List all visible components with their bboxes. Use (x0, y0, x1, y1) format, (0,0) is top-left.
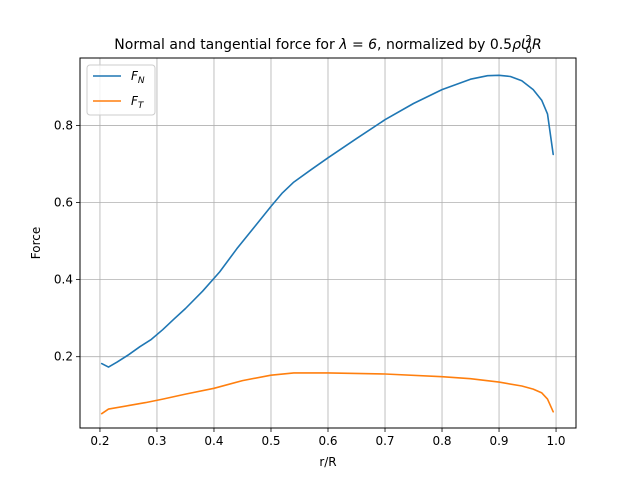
y-axis-label: Force (29, 227, 43, 259)
series-line-fn (100, 74, 555, 368)
series-line-ft (100, 372, 555, 415)
y-tick-label: 0.4 (54, 273, 73, 287)
x-tick-label: 0.8 (432, 434, 451, 448)
legend: FN FT (86, 64, 156, 116)
x-tick-label: 0.7 (375, 434, 394, 448)
legend-box (86, 64, 156, 116)
x-tick-label: 0.6 (318, 434, 337, 448)
x-tick-label: 0.5 (261, 434, 280, 448)
x-tick-label: 0.3 (147, 434, 166, 448)
x-axis-label: r/R (319, 455, 336, 469)
chart-title: Normal and tangential force for λ = 6, n… (114, 34, 541, 56)
y-axis: 0.2 0.4 0.6 0.8 (54, 118, 80, 364)
legend-label-ft: FT (131, 94, 145, 111)
y-tick-label: 0.6 (54, 196, 73, 210)
y-tick-label: 0.8 (54, 118, 73, 132)
x-tick-label: 1.0 (546, 434, 565, 448)
grid (80, 58, 576, 428)
legend-label-fn: FN (131, 69, 145, 86)
y-tick-label: 0.2 (54, 350, 73, 364)
series-layer (100, 74, 555, 415)
x-tick-label: 0.4 (204, 434, 223, 448)
x-axis: 0.2 0.3 0.4 0.5 0.6 0.7 0.8 0.9 1.0 (90, 428, 566, 448)
x-tick-label: 0.9 (489, 434, 508, 448)
x-tick-label: 0.2 (90, 434, 109, 448)
